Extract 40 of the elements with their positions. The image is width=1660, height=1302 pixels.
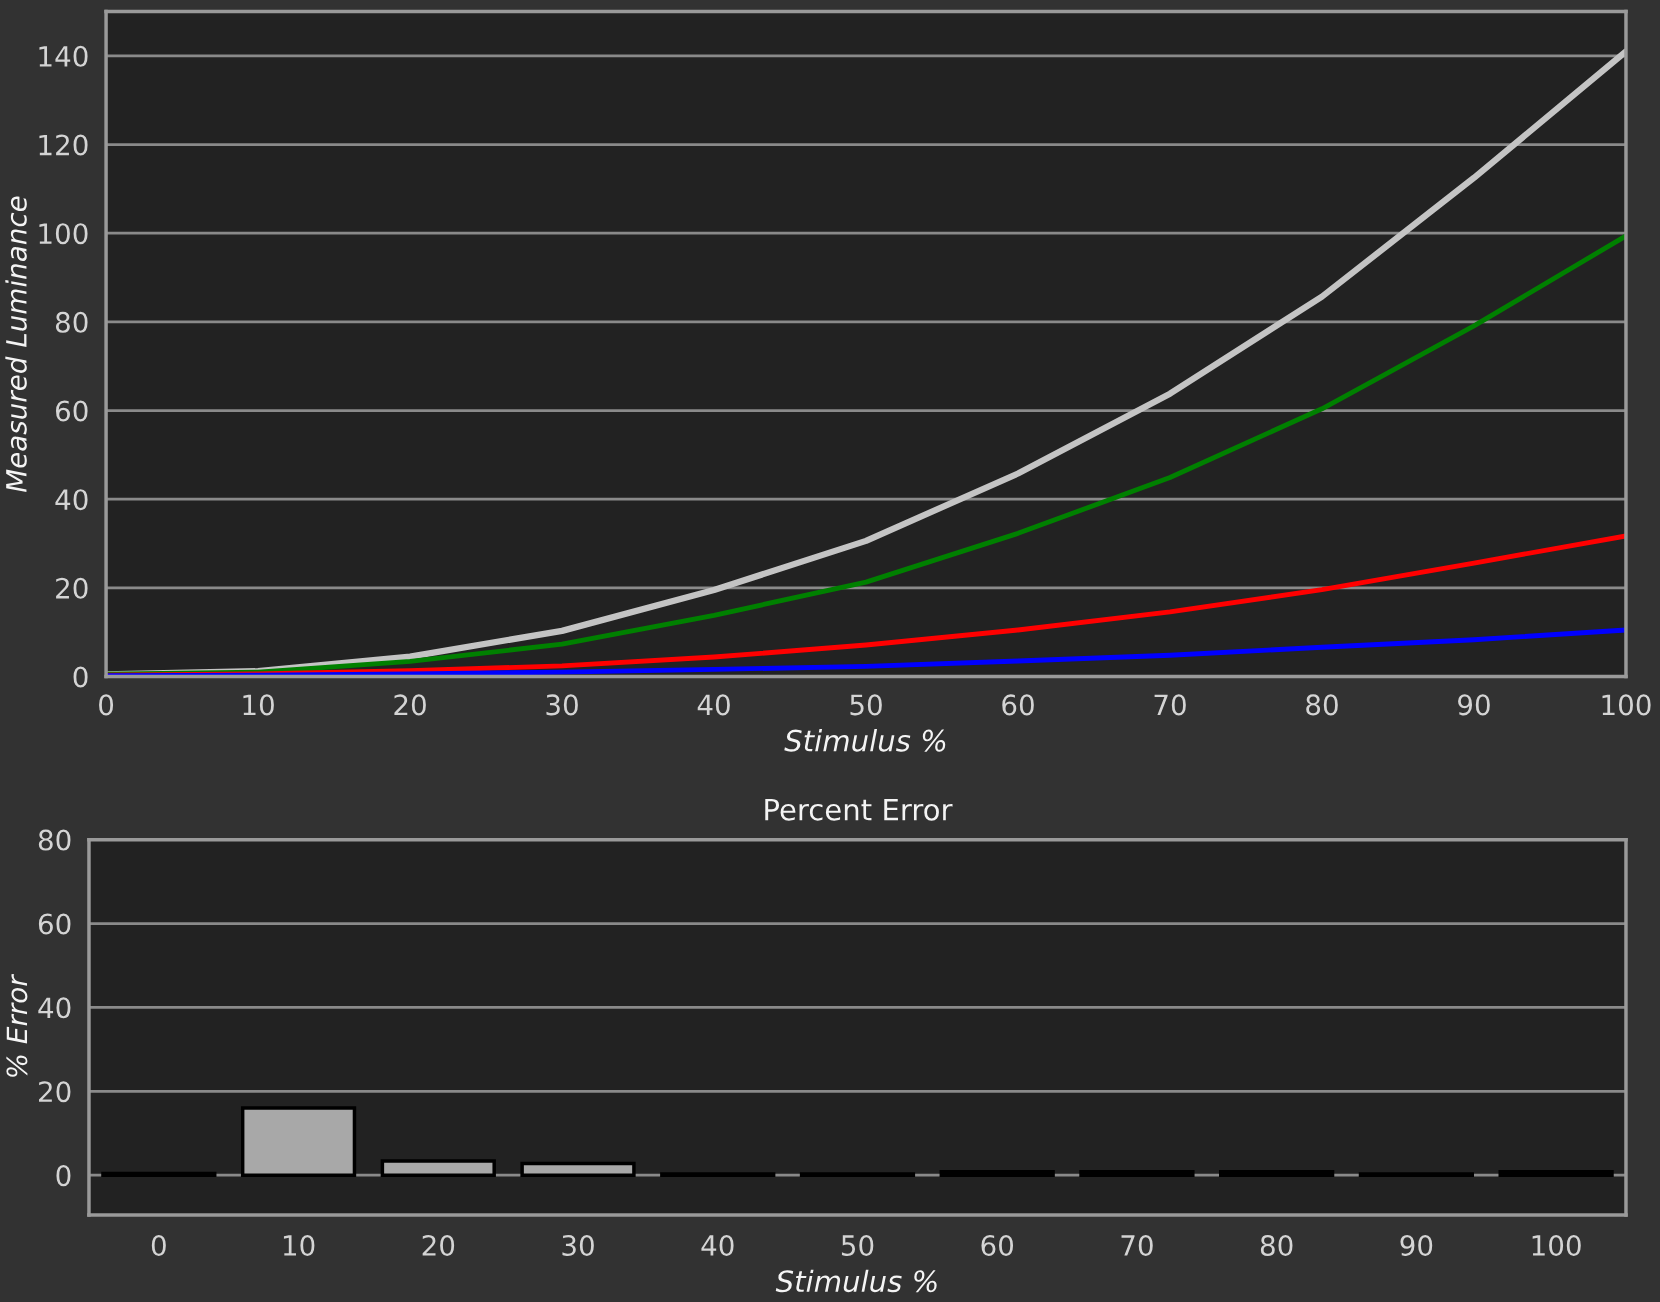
x-tick-label: 0 [151,1234,166,1256]
x-tick-label: 80 [1306,694,1338,716]
y-tick-label: 60 [38,913,71,935]
chart-title: Percent Error [765,798,953,821]
x-tick-label: 20 [394,694,426,716]
x-tick-label: 0 [99,694,114,716]
x-tick-label: 50 [841,1234,874,1256]
y-tick-label: 40 [55,489,88,511]
y-axis-title: % Error [6,973,28,1077]
y-tick-label: 100 [39,223,88,245]
x-tick-label: 100 [1532,1234,1581,1256]
y-axis-title: Measured Luminance [5,196,27,493]
y-tick-label: 120 [39,134,88,156]
y-tick-label: 80 [55,311,88,333]
x-tick-label: 60 [1002,694,1034,716]
x-tick-label: 80 [1260,1234,1293,1256]
y-tick-label: 40 [38,997,71,1019]
y-tick-label: 80 [38,829,71,851]
y-tick-label: 20 [39,1081,71,1103]
x-tick-label: 10 [243,694,274,716]
x-tick-label: 90 [1458,694,1490,716]
x-tick-label: 20 [422,1234,455,1256]
y-tick-label: 140 [39,45,88,67]
y-tick-label: 0 [73,666,88,688]
x-tick-label: 40 [701,1234,734,1256]
x-tick-label: 70 [1121,1234,1153,1256]
y-tick-label: 20 [56,577,88,599]
y-tick-label: 0 [56,1165,71,1187]
x-tick-label: 40 [697,694,730,716]
x-tick-label: 90 [1400,1234,1433,1256]
x-tick-label: 60 [981,1234,1014,1256]
x-tick-label: 100 [1602,694,1651,716]
x-tick-label: 30 [562,1234,594,1256]
x-tick-label: 50 [850,694,882,716]
x-tick-label: 70 [1154,694,1186,716]
x-tick-label: 30 [546,694,578,716]
y-tick-label: 60 [56,400,88,422]
x-axis-title: Stimulus % [784,729,946,752]
x-axis-title: Stimulus % [775,1269,937,1293]
x-tick-label: 10 [283,1234,315,1256]
